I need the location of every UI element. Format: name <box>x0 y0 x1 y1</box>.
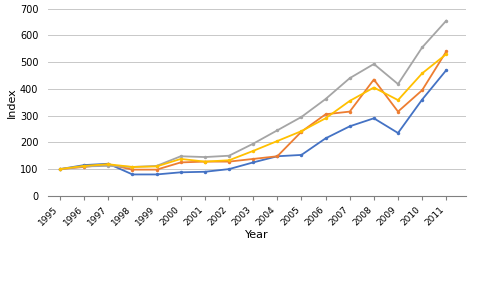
Mining <box>250 157 256 161</box>
Mining <box>371 78 377 81</box>
Agriculture <box>444 69 449 72</box>
Services <box>419 72 425 75</box>
Mining <box>226 160 232 163</box>
Agriculture <box>106 162 111 166</box>
Manufacturing <box>202 155 208 159</box>
Mining <box>106 162 111 166</box>
Mining <box>419 88 425 92</box>
Agriculture <box>202 170 208 173</box>
Services <box>275 139 280 143</box>
Manufacturing <box>371 62 377 66</box>
Services <box>299 129 304 133</box>
Manufacturing <box>444 19 449 22</box>
Agriculture <box>57 167 63 171</box>
Services <box>106 162 111 166</box>
Mining <box>444 50 449 53</box>
Agriculture <box>250 161 256 164</box>
Line: Services: Services <box>59 52 448 171</box>
Manufacturing <box>154 164 159 168</box>
Mining <box>395 110 401 113</box>
Manufacturing <box>275 128 280 132</box>
Services <box>226 158 232 162</box>
Manufacturing <box>419 46 425 49</box>
Manufacturing <box>347 76 353 80</box>
Y-axis label: Index: Index <box>7 87 17 118</box>
Mining <box>202 160 208 163</box>
Mining <box>275 155 280 158</box>
X-axis label: Year: Year <box>245 230 269 240</box>
Agriculture <box>419 98 425 101</box>
Line: Manufacturing: Manufacturing <box>59 19 448 171</box>
Mining <box>323 113 328 116</box>
Agriculture <box>130 173 135 176</box>
Services <box>202 160 208 163</box>
Services <box>371 86 377 89</box>
Manufacturing <box>57 167 63 171</box>
Mining <box>130 168 135 171</box>
Services <box>178 157 184 161</box>
Manufacturing <box>81 165 87 168</box>
Agriculture <box>178 170 184 174</box>
Services <box>130 165 135 169</box>
Manufacturing <box>130 165 135 169</box>
Mining <box>154 168 159 171</box>
Manufacturing <box>299 115 304 119</box>
Services <box>57 167 63 171</box>
Agriculture <box>371 117 377 120</box>
Manufacturing <box>106 164 111 168</box>
Mining <box>57 167 63 171</box>
Agriculture <box>395 131 401 135</box>
Mining <box>178 161 184 164</box>
Agriculture <box>275 155 280 158</box>
Agriculture <box>81 163 87 167</box>
Agriculture <box>347 125 353 128</box>
Services <box>395 98 401 102</box>
Manufacturing <box>178 155 184 158</box>
Agriculture <box>154 173 159 176</box>
Manufacturing <box>250 142 256 145</box>
Services <box>154 165 159 168</box>
Services <box>250 149 256 153</box>
Services <box>81 164 87 168</box>
Services <box>323 117 328 120</box>
Services <box>347 99 353 103</box>
Manufacturing <box>226 154 232 158</box>
Mining <box>81 165 87 169</box>
Services <box>444 52 449 56</box>
Line: Agriculture: Agriculture <box>59 69 448 176</box>
Line: Mining: Mining <box>59 50 448 171</box>
Manufacturing <box>395 82 401 86</box>
Manufacturing <box>323 97 328 101</box>
Agriculture <box>226 167 232 171</box>
Agriculture <box>299 153 304 157</box>
Mining <box>299 130 304 133</box>
Agriculture <box>323 137 328 140</box>
Mining <box>347 110 353 113</box>
